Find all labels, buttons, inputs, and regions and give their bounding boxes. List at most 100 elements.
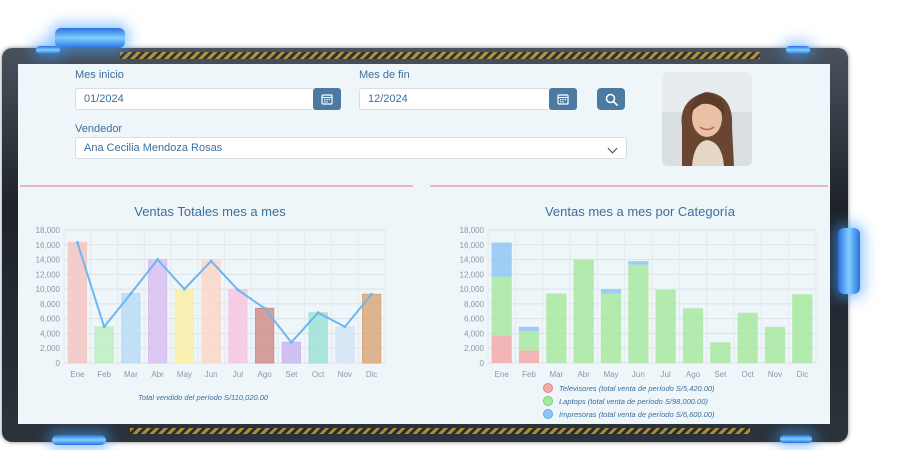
chart2-xtick-label: Abr [577, 370, 590, 379]
glow-tube-bottom-right [780, 435, 812, 443]
chart1-xtick-label: Ene [70, 370, 85, 379]
chart1-line-point [370, 292, 374, 296]
legend-label-laptops: Laptops (total venta de período S/98,000… [559, 396, 708, 406]
chart1-xtick-label: May [177, 370, 192, 379]
chart2-bar-laptops [573, 259, 594, 363]
legend-televisores: Televisores (total venta de período S/5,… [543, 383, 715, 393]
end-calendar-button[interactable] [549, 88, 577, 110]
chart2-ytick-label: 4,000 [464, 329, 485, 338]
chart2-xtick-label: May [603, 370, 618, 379]
chart1-ytick-label: 6,000 [40, 315, 61, 324]
chart1-bar [174, 288, 194, 364]
end-month-input[interactable]: 12/2024 [359, 88, 551, 110]
chart2-xtick-label: Ene [495, 370, 510, 379]
legend-impresoras: Impresoras (total venta de período S/6,6… [543, 409, 715, 419]
glow-tube-top-left-small [36, 46, 60, 54]
chart2-xtick-label: Ago [686, 370, 701, 379]
legend-label-televisores: Televisores (total venta de período S/5,… [559, 383, 715, 393]
chart2-bar-laptops [655, 289, 676, 363]
section-divider-right [430, 185, 828, 187]
chart1-line-point [75, 241, 79, 245]
legend-dot-impresoras [543, 409, 553, 419]
chart2-xtick-label: Jul [661, 370, 671, 379]
chart2-xtick-label: Nov [768, 370, 782, 379]
chart1-line-point [263, 306, 267, 310]
chart1-line-point [182, 287, 186, 291]
chart1-ytick-label: 16,000 [36, 241, 61, 250]
chart1-ytick-label: 18,000 [36, 226, 61, 235]
chart2-ytick-label: 18,000 [460, 226, 485, 235]
chart1-xtick-label: Ago [258, 370, 273, 379]
chart1-line-point [102, 325, 106, 329]
chart2-ytick-label: 2,000 [464, 344, 485, 353]
chart2-bar-laptops [518, 331, 540, 351]
start-calendar-button[interactable] [313, 88, 341, 110]
calendar-icon [321, 94, 333, 105]
chart1-bar [228, 289, 248, 364]
chart1-xtick-label: Nov [338, 370, 352, 379]
monthly-sales-chart: 0 2,000 4,000 6,000 8,000 10,000 12,000 14,000 1… [36, 226, 386, 379]
chart1-line-point [156, 258, 160, 262]
chart2-ytick-label: 0 [480, 359, 485, 368]
chart1-xtick-label: Jun [205, 370, 218, 379]
chart2-xtick-label: Jun [632, 370, 645, 379]
frame-stripe-top [120, 52, 760, 59]
chevron-down-icon [607, 143, 618, 154]
glow-tube-bottom-left [52, 435, 106, 445]
chart1-caption: Total vendido del período S/110,020.00 [138, 393, 269, 402]
chart2-bar-laptops [682, 308, 704, 363]
glow-tube-top-left [55, 28, 125, 48]
chart1-bar [148, 259, 168, 364]
chart1-line-point [343, 325, 347, 329]
chart2-ytick-label: 14,000 [460, 256, 485, 265]
chart2-ytick-label: 6,000 [464, 315, 485, 324]
chart1-bar [121, 293, 141, 364]
chart1-xtick-label: Jul [233, 370, 243, 379]
chart1-line-point [236, 288, 240, 292]
chart2-bar-impresoras [628, 261, 649, 265]
chart1-ytick-label: 8,000 [40, 300, 61, 309]
chart1-bar [201, 260, 221, 364]
chart1-ytick-label: 14,000 [36, 256, 61, 265]
chart1-ytick-label: 0 [56, 359, 61, 368]
chart1-line-series [76, 242, 373, 344]
chart1-line-point [289, 340, 293, 344]
chart1-bar [281, 341, 301, 364]
chart2-ytick-label: 10,000 [460, 285, 485, 294]
category-sales-chart: 0 2,000 4,000 6,000 8,000 10,000 12,000 14,000 1… [460, 226, 817, 379]
chart2-xtick-label: Oct [741, 370, 754, 379]
chart1-xtick-label: Abr [151, 370, 164, 379]
chart2-bar-laptops [628, 264, 649, 363]
chart2-bar-laptops [710, 342, 731, 363]
chart2-bar-televisores [518, 350, 540, 363]
chart2-bar-televisores [491, 335, 512, 363]
avatar [662, 72, 752, 166]
chart2-bar-impresoras [600, 289, 622, 294]
glow-tube-right [838, 228, 860, 294]
chart2-xtick-label: Dic [797, 370, 809, 379]
chart1-ytick-label: 10,000 [36, 285, 61, 294]
chart2-bar-impresoras [518, 326, 540, 332]
chart1-xtick-label: Set [285, 370, 298, 379]
seller-select-value: Ana Cecilia Mendoza Rosas [84, 142, 223, 154]
chart2-bar-laptops [792, 294, 813, 363]
chart2-ytick-label: 12,000 [460, 270, 485, 279]
seller-select[interactable]: Ana Cecilia Mendoza Rosas [75, 137, 627, 159]
legend-label-impresoras: Impresoras (total venta de período S/6,6… [559, 409, 715, 419]
glow-tube-top-right [786, 46, 810, 54]
start-month-input[interactable]: 01/2024 [75, 88, 315, 110]
chart1-xtick-label: Feb [97, 370, 111, 379]
chart1-bar [94, 326, 114, 364]
seller-label: Vendedor [75, 123, 123, 135]
chart1-xtick-label: Dic [366, 370, 378, 379]
search-button[interactable] [597, 88, 625, 110]
chart2-bar-impresoras [491, 242, 512, 277]
chart1-ytick-label: 12,000 [36, 270, 61, 279]
end-month-label: Mes de fin [359, 69, 410, 81]
legend-dot-laptops [543, 396, 553, 406]
calendar-icon [557, 94, 569, 105]
chart2-bar-laptops [737, 312, 758, 363]
chart2-title: Ventas mes a mes por Categoría [544, 204, 736, 219]
frame-stripe-bottom [130, 428, 750, 434]
chart1-line-point [209, 259, 213, 263]
